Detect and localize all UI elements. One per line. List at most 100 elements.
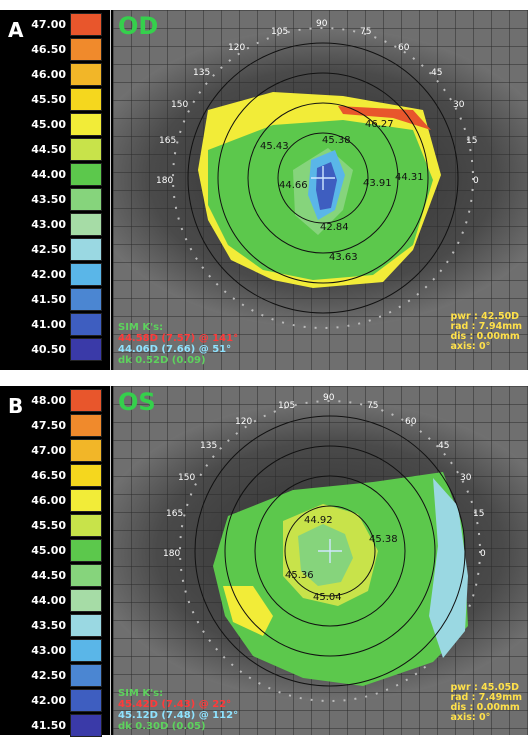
color-scale: 47.00 46.50 46.00 45.50 45.00 44.50 44.0… (22, 12, 106, 362)
angle-label: 105 (278, 401, 295, 411)
scale-row: 42.50 (22, 663, 106, 688)
scale-value: 45.00 (31, 544, 66, 557)
scale-swatch (70, 414, 102, 437)
scale-row: 46.50 (22, 37, 106, 62)
scale-swatch (70, 288, 102, 311)
angle-tick-ring (172, 27, 474, 329)
angle-label: 0 (473, 176, 479, 186)
power-value: 44.31 (395, 172, 424, 183)
angle-labels: 90 105 75 120 60 135 45 150 30 165 15 18… (156, 19, 479, 186)
scale-swatch (70, 589, 102, 612)
angle-label: 75 (360, 27, 371, 37)
scale-row: 43.00 (22, 638, 106, 663)
scale-row: 41.50 (22, 287, 106, 312)
scale-swatch (70, 464, 102, 487)
scale-row: 43.50 (22, 187, 106, 212)
scale-swatch (70, 113, 102, 136)
center-crosshair (318, 539, 342, 563)
scale-row: 45.50 (22, 513, 106, 538)
scale-swatch (70, 539, 102, 562)
scale-row: 44.00 (22, 162, 106, 187)
sim-k-readout: SIM K's: 44.58D (7.57) @ 141° 44.06D (7.… (118, 322, 238, 366)
scale-value: 42.00 (31, 694, 66, 707)
scale-swatch (70, 564, 102, 587)
scale-value: 48.00 (31, 394, 66, 407)
sim-k-flat: 44.06D (7.66) @ 51° (118, 344, 232, 355)
scale-value: 47.00 (31, 444, 66, 457)
scale-row: 45.00 (22, 538, 106, 563)
scale-row: 42.00 (22, 688, 106, 713)
color-scale: 48.00 47.50 47.00 46.50 46.00 45.50 45.0… (22, 388, 106, 738)
scale-value: 40.50 (31, 343, 66, 356)
scale-value: 41.50 (31, 293, 66, 306)
light-blue-zone (429, 478, 468, 658)
scale-value: 44.00 (31, 594, 66, 607)
scale-row: 44.00 (22, 588, 106, 613)
power-value: 45.36 (285, 570, 314, 581)
scale-row: 46.00 (22, 488, 106, 513)
scale-swatch (70, 714, 102, 737)
power-value: 45.38 (322, 135, 351, 146)
axis-value: axis: 0° (450, 341, 491, 352)
angle-label: 60 (405, 417, 417, 427)
scale-swatch (70, 188, 102, 211)
angle-label: 150 (171, 100, 188, 110)
power-value: 43.91 (363, 178, 392, 189)
pwr-value: pwr : 42.50D (450, 311, 520, 322)
rad-value: rad : 7.94mm (450, 321, 522, 332)
light-green-zone (298, 524, 353, 586)
power-values: 45.43 45.38 46.27 44.66 43.91 44.31 42.8… (260, 119, 424, 263)
angle-label: 15 (466, 136, 477, 146)
cursor-readout: pwr : 45.05D rad : 7.49mm dis : 0.00mm a… (450, 683, 522, 723)
scale-value: 47.50 (31, 419, 66, 432)
power-value: 45.43 (260, 141, 289, 152)
scale-row: 45.50 (22, 87, 106, 112)
divider (110, 386, 111, 735)
angle-label: 135 (193, 68, 210, 78)
angle-label: 60 (398, 43, 410, 53)
eye-label: OS (118, 388, 156, 416)
scale-row: 47.00 (22, 438, 106, 463)
scale-value: 46.50 (31, 469, 66, 482)
scale-row: 46.00 (22, 62, 106, 87)
rad-value: rad : 7.49mm (450, 692, 522, 703)
scale-value: 42.00 (31, 268, 66, 281)
sim-k-steep: 45.42D (7.43) @ 22° (118, 699, 232, 710)
pwr-value: pwr : 45.05D (450, 682, 520, 693)
power-value: 46.27 (365, 119, 394, 130)
angle-label: 30 (460, 473, 472, 483)
scale-row: 44.50 (22, 563, 106, 588)
power-value: 43.63 (329, 252, 358, 263)
scale-swatch (70, 489, 102, 512)
scale-value: 43.50 (31, 619, 66, 632)
angle-label: 165 (159, 136, 176, 146)
sim-k-title: SIM K's: (118, 322, 164, 333)
scale-value: 42.50 (31, 669, 66, 682)
angle-label: 45 (431, 68, 442, 78)
scale-swatch (70, 38, 102, 61)
angle-label: 135 (200, 441, 217, 451)
scale-value: 44.50 (31, 143, 66, 156)
angle-label: 165 (166, 509, 183, 519)
scale-row: 44.50 (22, 137, 106, 162)
axis-value: axis: 0° (450, 712, 491, 723)
dis-value: dis : 0.00mm (450, 331, 520, 342)
topography-panel-os: B 48.00 47.50 47.00 46.50 46.00 45.50 45… (0, 386, 528, 738)
scale-row: 45.00 (22, 112, 106, 137)
sim-k-title: SIM K's: (118, 688, 164, 699)
scale-row: 42.50 (22, 237, 106, 262)
corneal-map: 90 105 75 120 60 135 45 150 30 165 15 18… (113, 10, 528, 370)
scale-swatch (70, 313, 102, 336)
angle-label: 180 (156, 176, 173, 186)
panel-letter: A (8, 18, 24, 42)
dis-value: dis : 0.00mm (450, 702, 520, 713)
scale-value: 45.50 (31, 519, 66, 532)
scale-value: 46.00 (31, 68, 66, 81)
sim-k-delta: dk 0.30D (0.05) (118, 721, 206, 732)
scale-value: 46.00 (31, 494, 66, 507)
scale-swatch (70, 614, 102, 637)
angle-label: 30 (453, 100, 465, 110)
scale-value: 46.50 (31, 43, 66, 56)
scale-swatch (70, 163, 102, 186)
angle-tick-ring (179, 400, 481, 702)
